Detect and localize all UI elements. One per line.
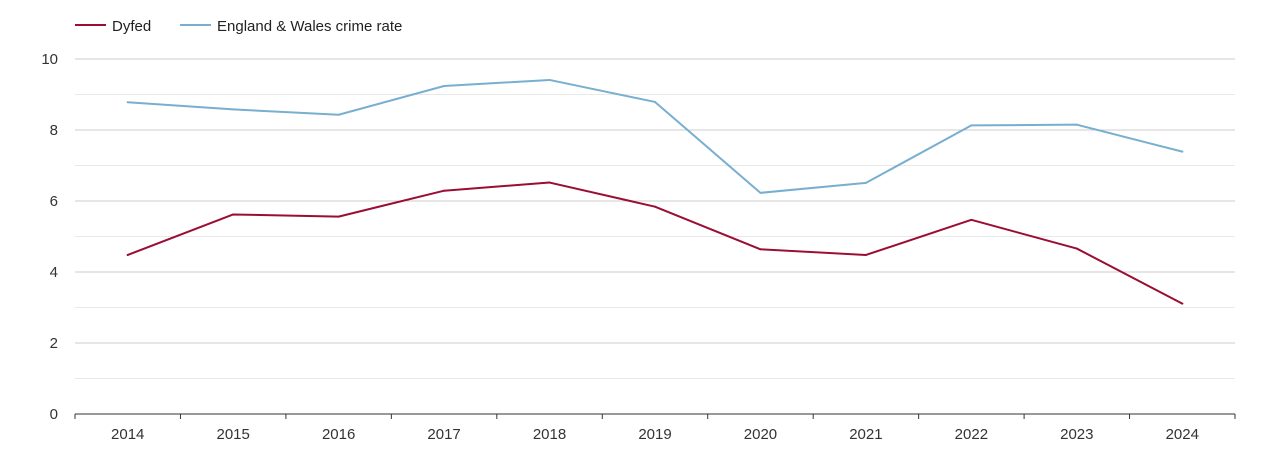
y-tick-label: 10	[41, 51, 58, 68]
data-point-1	[1075, 123, 1078, 126]
series-layer	[126, 78, 1184, 305]
legend: Dyfed England & Wales crime rate	[75, 18, 402, 35]
data-point-1	[126, 101, 129, 104]
legend-item-0[interactable]: Dyfed	[75, 18, 151, 35]
data-point-1	[1181, 150, 1184, 153]
gridlines	[75, 58, 1235, 379]
series-line-1	[126, 78, 1184, 194]
x-tick-label: 2017	[427, 426, 460, 443]
data-point-1	[232, 108, 235, 111]
data-point-0	[548, 181, 551, 184]
x-tick-label: 2020	[744, 426, 777, 443]
x-axis-ticks: 2014 2015 2016 2017 2018 2019 2020 2021 2022 2023…	[74, 414, 1236, 443]
data-point-0	[864, 253, 867, 256]
y-tick-label: 8	[50, 122, 58, 139]
x-tick-label: 2023	[1060, 426, 1093, 443]
x-tick-label: 2018	[533, 426, 566, 443]
x-tick-label: 2014	[111, 426, 144, 443]
legend-item-1[interactable]: England & Wales crime rate	[180, 18, 402, 35]
data-point-1	[443, 84, 446, 87]
data-point-0	[970, 218, 973, 221]
x-tick-label: 2015	[216, 426, 249, 443]
data-point-0	[1075, 247, 1078, 250]
y-tick-label: 0	[50, 406, 58, 423]
data-point-0	[126, 253, 129, 256]
data-point-1	[970, 124, 973, 127]
y-tick-label: 2	[50, 335, 58, 352]
data-point-0	[1181, 302, 1184, 305]
x-tick-label: 2016	[322, 426, 355, 443]
data-point-0	[232, 213, 235, 216]
x-tick-label: 2021	[849, 426, 882, 443]
data-point-0	[654, 205, 656, 208]
data-point-1	[337, 113, 340, 116]
data-point-1	[759, 191, 762, 194]
data-point-0	[337, 215, 340, 218]
data-point-1	[864, 181, 867, 184]
y-axis-ticks: 0 2 4 6 8 10	[41, 51, 58, 423]
data-point-0	[759, 248, 762, 251]
x-tick-label: 2022	[955, 426, 988, 443]
data-point-1	[548, 78, 551, 81]
legend-label-0: Dyfed	[112, 18, 151, 35]
y-tick-label: 4	[50, 264, 58, 281]
x-tick-label: 2024	[1166, 426, 1199, 443]
y-tick-label: 6	[50, 193, 58, 210]
legend-label-1: England & Wales crime rate	[217, 18, 402, 35]
data-point-1	[654, 100, 656, 103]
x-tick-label: 2019	[638, 426, 671, 443]
data-point-0	[443, 189, 446, 192]
